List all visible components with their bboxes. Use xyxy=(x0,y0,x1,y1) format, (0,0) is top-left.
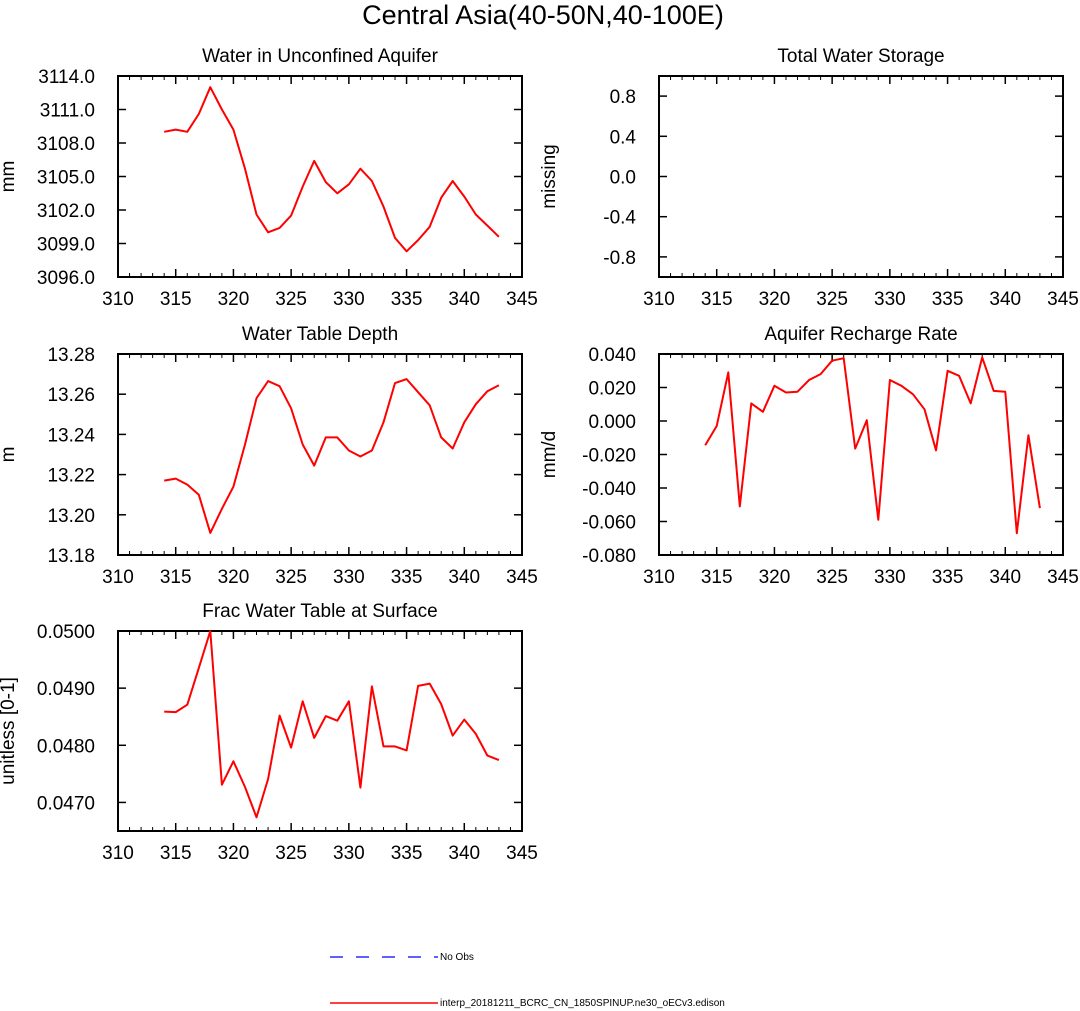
x-tick-label: 340 xyxy=(989,567,1021,588)
x-tick-label: 315 xyxy=(701,567,733,588)
y-axis-label: mm xyxy=(0,161,19,193)
x-tick-label: 335 xyxy=(391,567,423,588)
series-line xyxy=(164,378,500,534)
x-tick-label: 330 xyxy=(874,289,906,310)
y-tick-label: 13.26 xyxy=(47,385,95,406)
x-tick-label: 320 xyxy=(218,567,250,588)
panel-water-in-unconfined-aquifer: Water in Unconfined Aquifer mm 310 315 320 32… xyxy=(0,46,538,310)
x-tick-label: 320 xyxy=(759,289,791,310)
x-tick-label: 345 xyxy=(1047,289,1079,310)
x-tick-label: 345 xyxy=(1047,567,1079,588)
x-tick-label: 325 xyxy=(816,289,848,310)
y-tick-label: -0.040 xyxy=(582,479,636,500)
x-tick-label: 340 xyxy=(448,843,480,864)
x-tick-label: 325 xyxy=(275,289,307,310)
x-tick-label: 345 xyxy=(506,289,538,310)
y-tick-label: -0.4 xyxy=(603,208,636,229)
y-tick-label: 13.24 xyxy=(47,425,95,446)
x-tick-label: 330 xyxy=(874,567,906,588)
y-tick-label: 0.040 xyxy=(588,345,636,366)
series-line xyxy=(704,356,1041,535)
x-tick-label: 335 xyxy=(932,289,964,310)
panel-aquifer-recharge-rate: Aquifer Recharge Rate mm/d 310 315 320 325 330… xyxy=(539,324,1079,588)
y-tick-label: 0.8 xyxy=(610,87,636,108)
y-tick-label: -0.8 xyxy=(603,248,636,269)
legend-label-no-obs: No Obs xyxy=(440,952,474,963)
y-tick-label: 0.0500 xyxy=(37,622,95,643)
y-axis-label: mm/d xyxy=(539,431,560,479)
y-tick-label: -0.020 xyxy=(582,446,636,467)
x-tick-label: 330 xyxy=(333,289,365,310)
x-tick-label: 320 xyxy=(218,843,250,864)
panel-total-water-storage: Total Water Storage missing 310 315 320 325 33… xyxy=(539,46,1079,310)
x-tick-label: 340 xyxy=(448,567,480,588)
plot-frame xyxy=(658,75,1064,278)
x-tick-label: 315 xyxy=(160,843,192,864)
x-tick-label: 325 xyxy=(816,567,848,588)
x-tick-label: 325 xyxy=(275,843,307,864)
panel-title: Water Table Depth xyxy=(242,324,398,345)
y-tick-label: 3105.0 xyxy=(37,168,95,189)
x-tick-label: 310 xyxy=(102,289,134,310)
plot-frame xyxy=(117,353,523,556)
y-tick-label: 0.0490 xyxy=(37,679,95,700)
y-tick-label: 13.20 xyxy=(47,506,95,527)
panel-title: Aquifer Recharge Rate xyxy=(764,324,957,345)
y-tick-label: 0.0480 xyxy=(37,736,95,757)
x-tick-label: 340 xyxy=(448,289,480,310)
y-tick-label: 13.18 xyxy=(47,546,95,567)
panel-title: Total Water Storage xyxy=(777,46,944,67)
y-tick-label: 0.4 xyxy=(610,127,637,148)
x-tick-label: 315 xyxy=(701,289,733,310)
x-tick-label: 310 xyxy=(643,567,675,588)
panel-title: Water in Unconfined Aquifer xyxy=(202,46,439,67)
y-tick-label: 0.020 xyxy=(588,379,636,400)
y-axis-label: m xyxy=(0,447,19,463)
x-tick-label: 310 xyxy=(102,567,134,588)
x-tick-label: 315 xyxy=(160,567,192,588)
series-line xyxy=(164,86,500,253)
panel-water-table-depth: Water Table Depth m 310 315 320 325 330 335 340 3… xyxy=(0,324,538,588)
x-tick-label: 330 xyxy=(333,567,365,588)
panel-title: Frac Water Table at Surface xyxy=(202,601,438,622)
y-tick-label: 3102.0 xyxy=(37,201,95,222)
y-tick-label: 13.28 xyxy=(47,345,95,366)
y-tick-label: 3114.0 xyxy=(38,67,95,88)
x-tick-label: 345 xyxy=(506,843,538,864)
x-tick-label: 310 xyxy=(102,843,134,864)
x-tick-label: 345 xyxy=(506,567,538,588)
x-tick-label: 335 xyxy=(391,289,423,310)
figure-title: Central Asia(40-50N,40-100E) xyxy=(362,0,724,30)
y-axis-label: unitless [0-1] xyxy=(0,677,19,785)
y-tick-label: 3096.0 xyxy=(37,268,95,289)
plot-frame xyxy=(117,75,523,278)
legend: No Obs interp_20181211_BCRC_CN_1850SPINU… xyxy=(330,952,725,1009)
y-tick-label: 0.0470 xyxy=(37,793,95,814)
panel-frac-water-table-at-surface: Frac Water Table at Surface unitless [0-1… xyxy=(0,601,538,864)
x-tick-label: 335 xyxy=(932,567,964,588)
y-tick-label: -0.080 xyxy=(582,546,636,567)
y-axis-label: missing xyxy=(539,144,560,208)
x-tick-label: 320 xyxy=(218,289,250,310)
plot-frame xyxy=(658,353,1064,556)
x-tick-label: 320 xyxy=(759,567,791,588)
y-tick-label: 3108.0 xyxy=(37,134,95,155)
x-tick-label: 315 xyxy=(160,289,192,310)
x-tick-label: 335 xyxy=(391,843,423,864)
y-tick-label: -0.060 xyxy=(582,513,636,534)
y-tick-label: 13.22 xyxy=(47,466,95,487)
y-tick-label: 3099.0 xyxy=(37,235,95,256)
x-tick-label: 330 xyxy=(333,843,365,864)
x-tick-label: 340 xyxy=(989,289,1021,310)
series-line xyxy=(164,630,500,819)
y-tick-label: 0.0 xyxy=(610,168,636,189)
y-tick-label: 0.000 xyxy=(588,412,636,433)
y-tick-label: 3111.0 xyxy=(40,101,95,122)
plot-frame xyxy=(117,630,523,832)
x-tick-label: 310 xyxy=(643,289,675,310)
legend-label-model: interp_20181211_BCRC_CN_1850SPINUP.ne30_… xyxy=(440,998,725,1009)
x-tick-label: 325 xyxy=(275,567,307,588)
